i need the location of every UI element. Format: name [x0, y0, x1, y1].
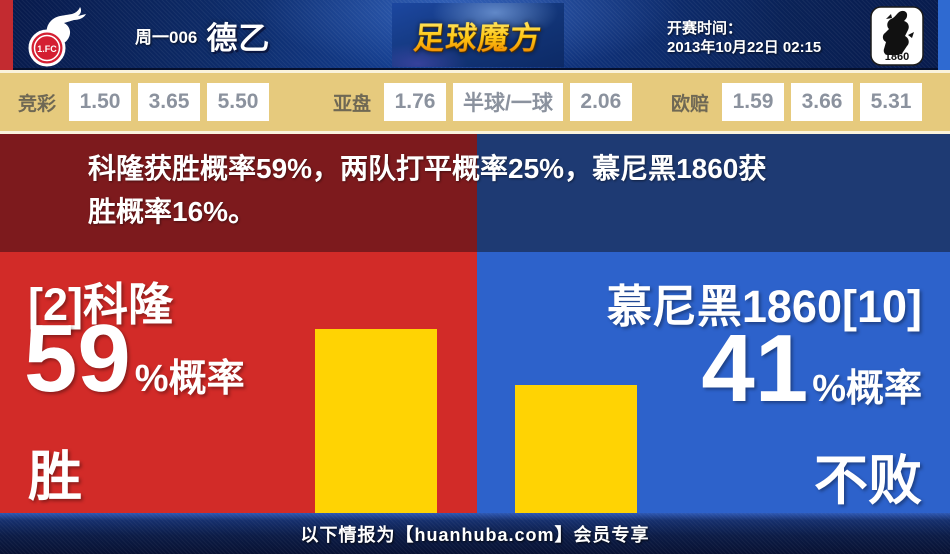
- 1860-badge-icon: 1860: [868, 5, 926, 72]
- odds-bar: 竞彩 1.50 3.65 5.50 亚盘 1.76 半球/一球 2.06 欧赔 …: [0, 70, 950, 134]
- jingcai-away-odds: 5.50: [207, 83, 270, 121]
- oupei-home-odds: 1.59: [722, 83, 784, 121]
- oupei-draw-odds: 3.66: [791, 83, 853, 121]
- away-probability: 41 %概率: [701, 314, 922, 424]
- home-color-strip: [0, 0, 13, 70]
- match-title: 周一006 德乙: [135, 0, 270, 70]
- probability-summary-band: 科隆获胜概率59%，两队打平概率25%，慕尼黑1860获 胜概率16%。: [0, 134, 950, 252]
- away-outcome-label: 不败: [814, 451, 922, 511]
- jingcai-draw-odds: 3.65: [138, 83, 201, 121]
- match-number-label: 周一006: [135, 27, 198, 47]
- league-label: 德乙: [206, 20, 271, 56]
- home-outcome-label: 胜: [28, 447, 82, 507]
- away-probability-bar: [515, 385, 637, 513]
- away-panel: 慕尼黑1860[10] 41 %概率 不败: [477, 252, 950, 513]
- yapan-away-odds: 2.06: [569, 83, 632, 121]
- home-panel: [2]科隆 59 %概率 胜: [0, 252, 477, 513]
- home-probability-value: 59: [24, 305, 131, 412]
- probability-summary-text: 科隆获胜概率59%，两队打平概率25%，慕尼黑1860获 胜概率16%。: [88, 153, 767, 227]
- site-logo[interactable]: 足球魔方: [392, 3, 564, 67]
- odds-group-oupei: 欧赔 1.59 3.66 5.31: [671, 73, 922, 131]
- jingcai-label: 竞彩: [18, 93, 57, 115]
- odds-group-yapan: 亚盘 1.76 半球/一球 2.06: [333, 73, 632, 131]
- koeln-badge-icon: 1.FC: [26, 6, 92, 73]
- koeln-badge-text: 1.FC: [37, 44, 57, 54]
- away-probability-value: 41: [701, 315, 809, 422]
- yapan-handicap: 半球/一球: [453, 83, 563, 121]
- yapan-home-odds: 1.76: [384, 83, 447, 121]
- kickoff-datetime: 2013年10月22日 02:15: [667, 39, 822, 56]
- kickoff-label: 开赛时间：: [667, 20, 743, 37]
- home-probability-bar: [315, 329, 437, 513]
- away-color-strip: [938, 0, 950, 70]
- odds-group-jingcai: 竞彩 1.50 3.65 5.50: [18, 73, 270, 131]
- away-team-name: 慕尼黑1860[10]: [606, 281, 922, 332]
- home-team-name: [2]科隆: [28, 279, 173, 330]
- kickoff-time: 开赛时间： 2013年10月22日 02:15: [667, 19, 821, 57]
- yapan-label: 亚盘: [333, 93, 372, 115]
- home-probability: 59 %概率: [24, 304, 245, 414]
- header-banner: 1.FC 周一006 德乙 足球魔方 开赛时间： 2013年10月22日 02:…: [0, 0, 950, 70]
- prediction-panels: [2]科隆 59 %概率 胜 慕尼黑1860[10] 41 %概率 不败: [0, 252, 950, 513]
- site-logo-text: 足球魔方: [412, 13, 545, 58]
- oupei-away-odds: 5.31: [860, 83, 922, 121]
- footer-text: 以下情报为【huanhuba.com】会员专享: [300, 524, 650, 545]
- oupei-label: 欧赔: [670, 93, 709, 115]
- jingcai-home-odds: 1.50: [69, 83, 132, 121]
- 1860-badge-text: 1860: [885, 51, 909, 63]
- home-probability-suffix: %概率: [134, 358, 245, 400]
- footer-bar: 以下情报为【huanhuba.com】会员专享: [0, 513, 950, 554]
- away-probability-suffix: %概率: [812, 368, 922, 410]
